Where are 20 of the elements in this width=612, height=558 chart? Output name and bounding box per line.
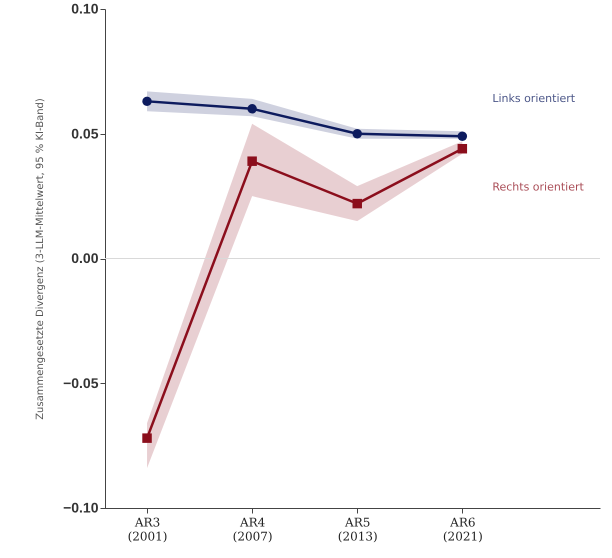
x-tick-label: AR4 (2007) bbox=[232, 516, 273, 544]
point bbox=[352, 129, 362, 138]
y-axis-title: Zusammengesetzte Divergenz (3-LLM-Mittelwert, 95 % KI-Band) bbox=[35, 98, 46, 420]
text: Rechts orientiert bbox=[492, 180, 585, 194]
point bbox=[352, 198, 362, 208]
y-tick-label: 0.05 bbox=[71, 125, 99, 142]
point bbox=[247, 156, 257, 166]
point bbox=[458, 132, 468, 141]
y-tick-label: −0.05 bbox=[63, 374, 99, 391]
point bbox=[247, 104, 257, 114]
x-tick-label: AR5 (2013) bbox=[338, 516, 378, 544]
y-tick-label: 0.00 bbox=[71, 250, 99, 266]
y-tick-label: −0.10 bbox=[63, 500, 99, 516]
x-tick-label: AR3 (2001) bbox=[128, 516, 168, 544]
point bbox=[142, 96, 152, 106]
text: Links orientiert bbox=[492, 92, 576, 106]
point bbox=[458, 144, 468, 154]
x-tick-label: AR6 (2021) bbox=[442, 516, 483, 544]
y-tick-label: 0.10 bbox=[71, 0, 99, 16]
point bbox=[142, 433, 152, 443]
